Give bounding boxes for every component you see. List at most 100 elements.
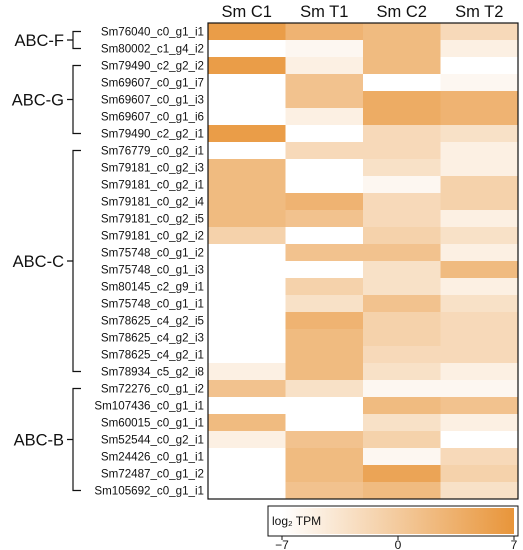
heatmap-cell xyxy=(208,159,286,177)
row-label: Sm79490_c2_g2_i1 xyxy=(101,128,204,141)
group-label: ABC-B xyxy=(14,432,64,450)
row-label: Sm78934_c5_g2_i8 xyxy=(101,366,204,379)
heatmap-cell xyxy=(208,23,286,41)
heatmap-cell xyxy=(440,74,519,92)
group-brackets: ABC-F ABC-G ABC-C ABC-B xyxy=(12,30,81,492)
heatmap-cell xyxy=(208,108,286,126)
heatmap-cell xyxy=(285,278,364,296)
heatmap-cell xyxy=(208,380,286,398)
heatmap-cell xyxy=(285,210,364,228)
heatmap-cell xyxy=(363,346,441,364)
heatmap-border xyxy=(207,22,519,500)
heatmap-cell xyxy=(285,465,364,483)
heatmap-cell xyxy=(363,448,441,466)
legend-gradient xyxy=(282,508,514,534)
heatmap-cell xyxy=(440,227,519,245)
heatmap-cell xyxy=(440,142,519,160)
heatmap-cell xyxy=(363,193,441,211)
heatmap-cell xyxy=(208,397,286,415)
heatmap-cell xyxy=(208,278,286,296)
row-label: Sm79181_c0_g2_i5 xyxy=(101,213,204,226)
heatmap-cell xyxy=(363,397,441,415)
row-label: Sm80002_c1_g4_i2 xyxy=(101,43,204,56)
heatmap-cell xyxy=(363,159,441,177)
row-label: Sm79181_c0_g2_i1 xyxy=(101,179,204,192)
heatmap-cell xyxy=(363,227,441,245)
heatmap-cell xyxy=(208,210,286,228)
heatmap-cell xyxy=(208,40,286,58)
heatmap-cell xyxy=(285,227,364,245)
heatmap-cell xyxy=(440,159,519,177)
heatmap-cell xyxy=(440,397,519,415)
heatmap-cell xyxy=(208,261,286,279)
heatmap-cell xyxy=(285,159,364,177)
heatmap-cell xyxy=(440,414,519,432)
heatmap-cell xyxy=(440,244,519,262)
legend-tick-label: −7 xyxy=(275,538,289,550)
heatmap-cell xyxy=(440,176,519,194)
heatmap-cell xyxy=(363,329,441,347)
heatmap-cell xyxy=(285,57,364,75)
heatmap-cell xyxy=(208,329,286,347)
heatmap-cell xyxy=(208,176,286,194)
heatmap-cell xyxy=(363,40,441,58)
heatmap-cell xyxy=(363,91,441,109)
heatmap-cell xyxy=(208,74,286,92)
heatmap-cell xyxy=(285,482,364,500)
heatmap-cell xyxy=(285,91,364,109)
heatmap-cell xyxy=(440,108,519,126)
heatmap-cell xyxy=(440,295,519,313)
row-label: Sm80145_c2_g9_i1 xyxy=(101,281,204,294)
row-label: Sm78625_c4_g2_i3 xyxy=(101,332,204,345)
heatmap-cell xyxy=(285,108,364,126)
heatmap-cell xyxy=(208,193,286,211)
heatmap-cell xyxy=(285,397,364,415)
column-label: Sm C1 xyxy=(222,3,272,21)
column-label: Sm T1 xyxy=(300,3,348,21)
heatmap-cell xyxy=(363,125,441,143)
heatmap-cell xyxy=(363,23,441,41)
heatmap-cell xyxy=(440,57,519,75)
heatmap-cell xyxy=(285,193,364,211)
row-label: Sm69607_c0_g1_i6 xyxy=(101,111,204,124)
heatmap-cell xyxy=(208,244,286,262)
heatmap-cell xyxy=(363,431,441,449)
row-label: Sm69607_c0_g1_i3 xyxy=(101,94,204,107)
row-label: Sm107436_c0_g1_i1 xyxy=(94,400,204,413)
heatmap-cell xyxy=(363,278,441,296)
column-label: Sm C2 xyxy=(377,3,427,21)
row-label: Sm79181_c0_g2_i2 xyxy=(101,230,204,243)
column-label: Sm T2 xyxy=(455,3,503,21)
heatmap-cell xyxy=(363,363,441,381)
heatmap-cell xyxy=(285,176,364,194)
heatmap-cell xyxy=(285,142,364,160)
heatmap-cell xyxy=(440,448,519,466)
row-label: Sm78625_c4_g2_i5 xyxy=(101,315,204,328)
legend-tick-label: 0 xyxy=(395,538,402,550)
heatmap-cell xyxy=(363,414,441,432)
row-label: Sm72276_c0_g1_i2 xyxy=(101,383,204,396)
group-label: ABC-G xyxy=(12,92,64,110)
legend-tick-label: 7 xyxy=(511,538,518,550)
row-label: Sm69607_c0_g1_i7 xyxy=(101,77,204,90)
heatmap-cell xyxy=(440,312,519,330)
group-bracket xyxy=(67,387,81,492)
group-label: ABC-F xyxy=(15,32,65,50)
heatmap-cell xyxy=(285,380,364,398)
row-label: Sm75748_c0_g1_i1 xyxy=(101,298,204,311)
heatmap-cell xyxy=(208,346,286,364)
row-label: Sm60015_c0_g1_i1 xyxy=(101,417,204,430)
heatmap-cell xyxy=(363,210,441,228)
group-bracket xyxy=(67,30,81,50)
heatmap-cell xyxy=(285,125,364,143)
heatmap-cell xyxy=(208,414,286,432)
heatmap-cell xyxy=(440,91,519,109)
heatmap-cell xyxy=(440,363,519,381)
heatmap-cell xyxy=(208,431,286,449)
column-labels: Sm C1 Sm T1 Sm C2 Sm T2 xyxy=(222,3,504,21)
heatmap-cell xyxy=(363,312,441,330)
heatmap-cell xyxy=(285,363,364,381)
color-legend: log₂ TPM −7 0 7 xyxy=(267,505,519,550)
heatmap-cell xyxy=(440,40,519,58)
heatmap-cell xyxy=(285,40,364,58)
